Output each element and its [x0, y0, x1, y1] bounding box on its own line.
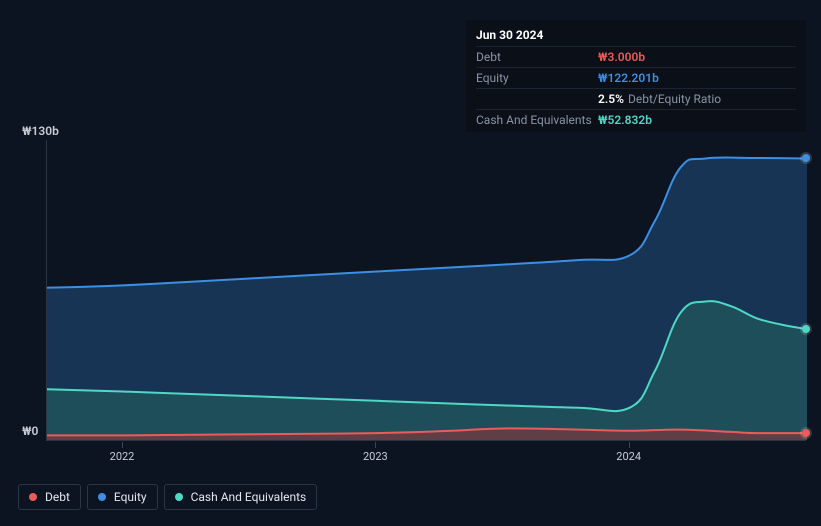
series-end-marker-cash-and-equivalents [802, 325, 810, 333]
tooltip-row-label: Cash And Equivalents [476, 112, 598, 128]
x-tick [122, 442, 123, 448]
legend-item-debt[interactable]: Debt [18, 484, 81, 510]
legend-label: Debt [45, 490, 70, 504]
legend-item-equity[interactable]: Equity [87, 484, 158, 510]
x-tick [375, 442, 376, 448]
chart-legend: Debt Equity Cash And Equivalents [18, 484, 317, 510]
chart-tooltip: Jun 30 2024 Debt₩3.000bEquity₩122.201b2.… [466, 20, 806, 132]
tooltip-row: 2.5%Debt/Equity Ratio [476, 88, 796, 109]
x-axis-label: 2022 [110, 450, 135, 463]
legend-dot-icon [175, 493, 183, 501]
legend-label: Cash And Equivalents [191, 490, 307, 504]
y-axis-top-label: ₩130b [22, 124, 59, 138]
tooltip-row: Equity₩122.201b [476, 67, 796, 88]
series-end-marker-equity [802, 154, 810, 162]
tooltip-row-value: ₩3.000b [598, 49, 645, 65]
tooltip-row: Debt₩3.000b [476, 46, 796, 67]
legend-dot-icon [98, 493, 106, 501]
tooltip-row-label [476, 91, 598, 107]
financial-area-chart [46, 140, 806, 440]
x-axis-label: 2024 [616, 450, 641, 463]
tooltip-row: Cash And Equivalents₩52.832b [476, 109, 796, 130]
legend-dot-icon [29, 493, 37, 501]
legend-label: Equity [114, 490, 147, 504]
tooltip-row-label: Debt [476, 49, 598, 65]
tooltip-row-value: 2.5% [598, 91, 624, 107]
series-end-marker-debt [802, 429, 810, 437]
legend-item-cash-and-equivalents[interactable]: Cash And Equivalents [164, 484, 318, 510]
y-axis-bottom-label: ₩0 [22, 424, 38, 438]
tooltip-row-value: ₩122.201b [598, 70, 659, 86]
tooltip-date: Jun 30 2024 [476, 26, 796, 46]
x-axis-line [46, 440, 806, 441]
tooltip-row-value: ₩52.832b [598, 112, 652, 128]
x-tick [629, 442, 630, 448]
tooltip-row-label: Equity [476, 70, 598, 86]
x-axis-label: 2023 [363, 450, 388, 463]
tooltip-row-extra: Debt/Equity Ratio [628, 91, 721, 107]
